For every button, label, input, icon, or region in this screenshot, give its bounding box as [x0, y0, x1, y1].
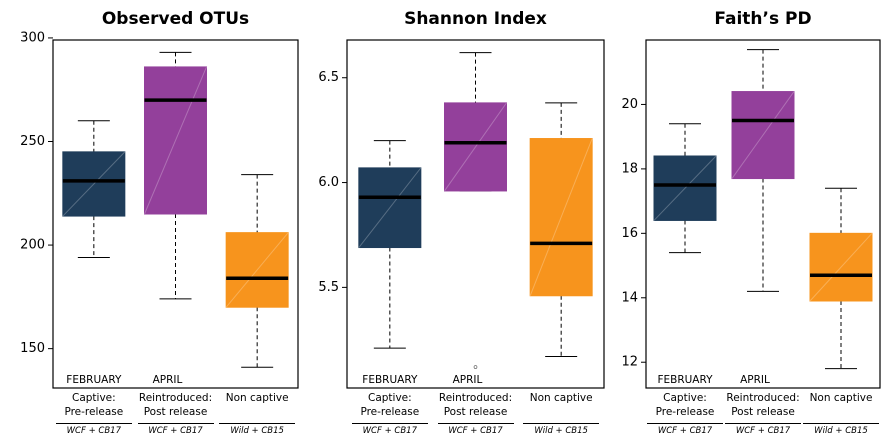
box: [62, 151, 126, 217]
chart-title: Observed OTUs: [102, 9, 249, 29]
y-tick-label: 14: [621, 290, 638, 305]
box-sheen: [144, 66, 207, 215]
group-label: Wild + CB15: [523, 423, 600, 436]
y-tick-label: 6.0: [318, 175, 339, 190]
box: [529, 138, 593, 297]
box: [358, 167, 422, 249]
plot-frame: [52, 39, 299, 389]
period-label: APRIL: [453, 374, 483, 386]
box-sheen: [809, 232, 873, 302]
y-tick-label: 300: [20, 30, 45, 45]
group-label: Wild + CB15: [803, 423, 879, 436]
chart-title: Faith’s PD: [714, 9, 811, 29]
category-label: Non captive: [225, 392, 289, 404]
y-tick-label: 12: [621, 355, 638, 370]
y-tick-label: 200: [20, 238, 45, 253]
category-label: Captive: Pre-release: [360, 392, 420, 418]
group-label: WCF + CB17: [647, 423, 723, 436]
y-tick-label: 16: [621, 226, 638, 241]
box: [653, 155, 717, 221]
group-label: WCF + CB17: [351, 423, 428, 436]
box: [444, 102, 507, 192]
category-label: Non captive: [529, 392, 593, 404]
group-label: WCF + CB17: [137, 423, 214, 436]
box-sheen: [653, 155, 717, 221]
category-label: Non captive: [809, 392, 873, 404]
period-label: FEBRUARY: [657, 374, 713, 386]
y-tick-label: 20: [621, 97, 638, 112]
chart-title: Shannon Index: [404, 9, 547, 29]
box: [731, 91, 795, 180]
plot-frame: [346, 39, 605, 389]
group-label: Wild + CB15: [219, 423, 296, 436]
group-label: WCF + CB17: [437, 423, 514, 436]
box-sheen: [358, 167, 422, 248]
y-tick-label: 150: [20, 341, 45, 356]
category-label: Captive: Pre-release: [655, 392, 715, 418]
category-label: Reintroduced: Post release: [438, 392, 513, 418]
period-label: FEBRUARY: [362, 374, 418, 386]
y-tick-label: 250: [20, 134, 45, 149]
category-label: Captive: Pre-release: [64, 392, 124, 418]
category-label: Reintroduced: Post release: [138, 392, 213, 418]
period-label: FEBRUARY: [66, 374, 122, 386]
group-label: WCF + CB17: [55, 423, 132, 436]
box-sheen: [529, 138, 593, 296]
box: [809, 232, 873, 302]
box-sheen: [225, 232, 289, 308]
box: [144, 66, 207, 215]
box: [225, 232, 289, 308]
period-label: APRIL: [740, 374, 770, 386]
y-tick-label: 18: [621, 161, 638, 176]
outlier: [473, 365, 478, 369]
group-label: WCF + CB17: [725, 423, 801, 436]
y-tick-label: 6.5: [318, 70, 339, 85]
box-sheen: [444, 102, 507, 192]
y-tick-label: 5.5: [318, 280, 339, 295]
period-label: APRIL: [153, 374, 183, 386]
box-sheen: [62, 151, 126, 217]
category-label: Reintroduced: Post release: [726, 392, 800, 418]
plot-frame: [645, 39, 881, 389]
box-sheen: [731, 91, 795, 179]
